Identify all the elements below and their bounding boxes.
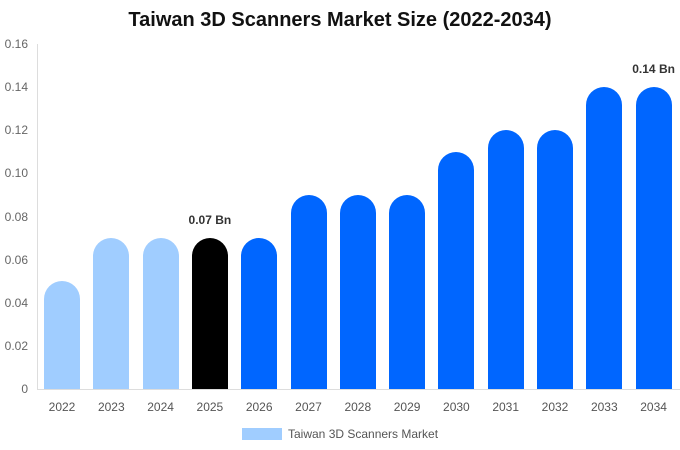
x-tick-label: 2031 bbox=[492, 400, 520, 414]
bar-2031[interactable] bbox=[487, 130, 524, 389]
bar-2025[interactable] bbox=[191, 238, 228, 389]
bar-2023[interactable] bbox=[93, 238, 130, 389]
chart-title: Taiwan 3D Scanners Market Size (2022-203… bbox=[128, 9, 552, 31]
y-tick-label: 0.06 bbox=[4, 252, 28, 267]
x-tick-label: 2030 bbox=[443, 400, 470, 414]
x-tick-label: 2029 bbox=[393, 400, 421, 414]
x-tick-label: 2025 bbox=[196, 400, 224, 414]
y-tick-label: 0.02 bbox=[4, 338, 28, 353]
bar-2032[interactable] bbox=[537, 130, 573, 389]
legend[interactable]: Taiwan 3D Scanners Market bbox=[242, 427, 438, 441]
legend-label: Taiwan 3D Scanners Market bbox=[288, 427, 439, 441]
y-axis-line bbox=[37, 44, 38, 390]
y-tick-label: 0.10 bbox=[4, 166, 28, 181]
y-tick-label: 0.14 bbox=[4, 80, 28, 95]
x-tick-label: 2024 bbox=[147, 400, 174, 414]
x-tick-label: 2034 bbox=[640, 400, 667, 414]
data-label: 0.07 Bn bbox=[188, 213, 232, 228]
y-tick-label: 0 bbox=[21, 382, 28, 396]
bar-2033[interactable] bbox=[586, 87, 623, 389]
y-tick-label: 0.12 bbox=[4, 123, 28, 138]
x-tick-label: 2028 bbox=[344, 400, 372, 414]
y-tick-label: 0.04 bbox=[4, 295, 28, 310]
bar-2034[interactable] bbox=[635, 87, 672, 389]
bar-2029[interactable] bbox=[389, 194, 426, 389]
x-tick-label: 2026 bbox=[245, 400, 273, 414]
y-tick-label: 0.16 bbox=[4, 37, 28, 51]
bar-2027[interactable] bbox=[290, 194, 327, 389]
bar-2026[interactable] bbox=[241, 238, 278, 389]
data-label: 0.14 Bn bbox=[632, 62, 675, 77]
x-axis-line bbox=[37, 389, 680, 390]
legend-swatch bbox=[242, 428, 282, 440]
x-tick-label: 2033 bbox=[590, 400, 618, 414]
bar-2030[interactable] bbox=[438, 151, 475, 389]
bar-2024[interactable] bbox=[142, 238, 179, 389]
x-tick-label: 2022 bbox=[48, 400, 76, 414]
bar-2028[interactable] bbox=[339, 194, 376, 389]
x-tick-label: 2032 bbox=[541, 400, 569, 414]
y-tick-label: 0.08 bbox=[4, 209, 28, 224]
bar-2022[interactable] bbox=[44, 281, 80, 389]
x-tick-label: 2027 bbox=[295, 400, 322, 414]
x-tick-label: 2023 bbox=[97, 400, 125, 414]
